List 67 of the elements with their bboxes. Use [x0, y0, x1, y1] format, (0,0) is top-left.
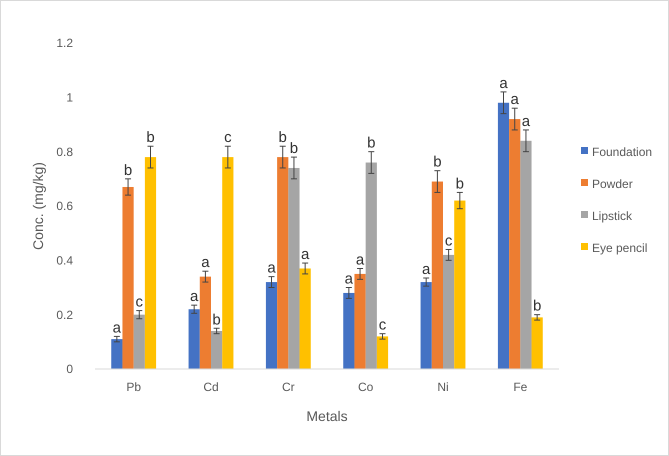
data-label: a — [356, 251, 365, 268]
bar — [532, 317, 543, 369]
bar — [432, 182, 443, 369]
x-tick-label: Pb — [126, 380, 142, 394]
data-label: c — [224, 129, 232, 146]
data-label: a — [201, 254, 210, 272]
data-label: c — [444, 232, 453, 250]
bar — [498, 102, 510, 369]
bar — [111, 339, 122, 369]
bar — [454, 200, 466, 369]
data-label: b — [367, 134, 376, 152]
data-label: a — [499, 74, 508, 92]
legend-label: Powder — [592, 177, 633, 192]
bar — [366, 162, 377, 369]
data-label: c — [136, 294, 144, 311]
data-label: a — [190, 288, 200, 306]
x-tick-label: Cd — [203, 380, 219, 394]
x-tick-label: Fe — [513, 380, 528, 394]
y-tick-label: 1 — [66, 90, 74, 105]
bar — [354, 274, 366, 369]
bar — [443, 254, 454, 369]
x-axis-title: Metals — [306, 408, 348, 424]
bar — [509, 119, 520, 369]
y-tick-label: 0.4 — [56, 254, 74, 268]
data-label: a — [267, 260, 276, 277]
legend-label: Eye pencil — [592, 241, 648, 256]
data-label: b — [278, 129, 287, 146]
bar — [376, 336, 388, 369]
y-tick-label: 0.2 — [56, 308, 74, 322]
legend-label: Lipstick — [592, 209, 634, 224]
bar — [211, 330, 222, 369]
data-label: a — [522, 112, 531, 130]
y-tick-label: 1.2 — [56, 36, 74, 50]
data-label: a — [300, 246, 310, 264]
x-tick-label: Co — [358, 380, 374, 394]
bar — [288, 168, 300, 369]
data-label: a — [112, 319, 122, 336]
y-tick-label: 0.6 — [56, 199, 74, 214]
data-label: b — [433, 154, 442, 171]
data-label: b — [212, 311, 221, 328]
y-tick-label: 0.8 — [56, 144, 74, 159]
x-tick-label: Cr — [282, 380, 295, 394]
data-label: b — [290, 140, 298, 158]
data-label: c — [378, 316, 387, 334]
data-label: a — [422, 260, 432, 278]
y-axis-title: Conc. (mg/kg) — [30, 162, 46, 250]
bar — [520, 140, 532, 369]
data-label: a — [344, 270, 354, 288]
bar — [122, 186, 134, 369]
bar — [134, 314, 145, 369]
bar — [277, 157, 288, 369]
x-tick-label: Ni — [437, 380, 449, 394]
bar — [420, 282, 432, 369]
data-label: b — [532, 298, 542, 315]
legend-label: Foundation — [592, 145, 652, 160]
bar — [343, 292, 354, 369]
data-label: a — [510, 91, 520, 108]
bar — [222, 157, 234, 369]
bar — [144, 157, 156, 369]
data-label: b — [146, 129, 155, 146]
data-label: b — [456, 175, 464, 192]
bar — [266, 282, 278, 369]
data-label: b — [124, 162, 132, 179]
bar — [300, 268, 311, 369]
y-tick-label: 0 — [66, 362, 74, 376]
bar — [188, 309, 200, 369]
bar — [200, 276, 211, 369]
